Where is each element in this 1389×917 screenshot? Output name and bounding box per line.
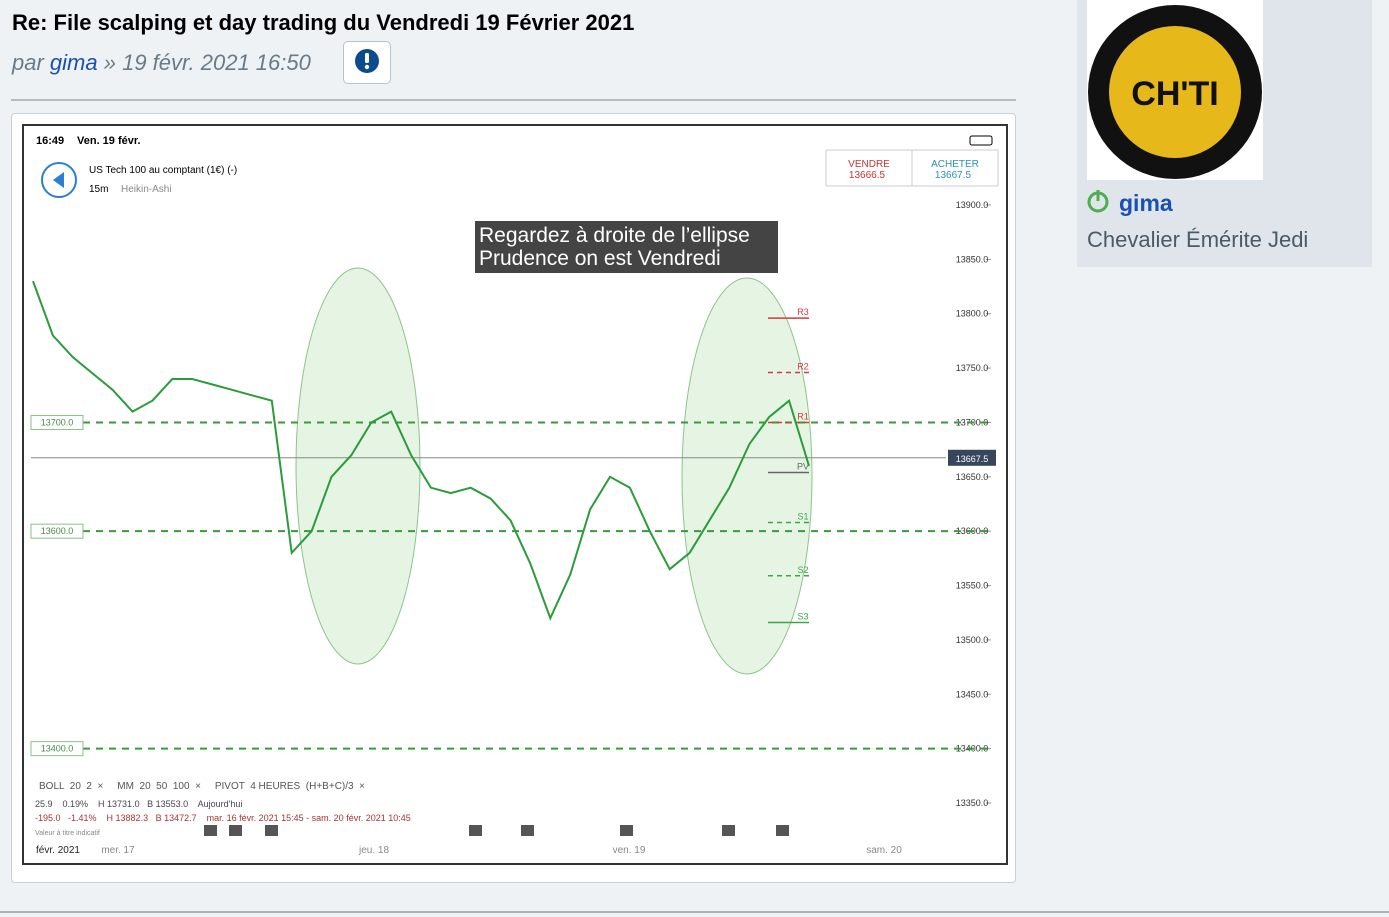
buy-price: 13667.5 [935,170,972,181]
level-label: 13400.0 [41,744,74,754]
chart-screenshot: 16:49 Ven. 19 févr. US Tech 100 au compt… [22,124,1008,865]
buy-box[interactable] [911,149,999,187]
avatar-area: CH'TI [1087,0,1263,213]
y-tick-label: 13350.0 [956,798,989,808]
byline: par gima » 19 févr. 2021 16:50 [12,50,311,76]
screenshot-border [22,124,1008,865]
username[interactable]: gima [1119,190,1173,216]
report-button[interactable] [343,41,391,84]
x-label: sam. 20 [866,845,902,856]
level-box [30,741,84,757]
separator [11,99,1016,101]
pivot-label: S1 [797,511,808,521]
status-time: 16:49 [36,135,64,147]
y-tick-label: 13500.0 [956,635,989,645]
post-date: » 19 févr. 2021 16:50 [103,50,311,75]
price-line [32,280,810,621]
report-icon [355,49,379,73]
level-label: 13600.0 [41,526,74,536]
stats-row: 25.9 0.19% H 13731.0 B 13553.0 Aujourd'h… [35,799,242,809]
post-title: Re: File scalping et day trading du Vend… [12,10,635,35]
x-label: jeu. 18 [358,845,389,856]
sell-price: 13666.5 [849,170,886,181]
x-label: mer. 17 [101,845,135,856]
pivot-label: R2 [797,361,809,371]
pivot-label: S2 [797,565,808,575]
y-tick-label: 13850.0 [956,254,989,264]
status-date: Ven. 19 févr. [77,135,141,147]
y-tick-label: 13800.0 [956,309,989,319]
current-price-box [948,449,996,466]
author-link[interactable]: gima [49,50,98,75]
battery [969,135,993,146]
pivot-label: R1 [797,411,809,421]
current-price-label: 13667.5 [956,454,989,464]
ellipse [681,277,813,675]
indicators: BOLL 20 2 × MM 20 50 100 × PIVOT 4 HEURE… [39,781,365,792]
pivot-label: S3 [797,612,808,622]
annotation-box [475,221,778,273]
annotation: Regardez à droite de l’ellipse [479,224,750,247]
y-tick-label: 13900.0 [956,200,989,210]
x-label: févr. 2021 [36,845,80,856]
x-label: ven. 19 [613,845,646,856]
logo-text: CH'TI [1131,75,1218,113]
back-arrow [53,172,64,188]
sell-label: VENDRE [848,159,890,170]
ellipse [295,267,421,665]
annotation: Prudence on est Vendredi [479,247,721,270]
buy-label: ACHETER [931,159,979,170]
pivot-label: R3 [797,307,809,317]
y-tick-label: 13550.0 [956,581,989,591]
y-tick-label: 13450.0 [956,689,989,699]
level-label: 13700.0 [41,417,74,427]
by: par [12,50,44,75]
chart-style: Heikin-Ashi [121,184,172,195]
y-tick-label: 13750.0 [956,363,989,373]
user-rank: Chevalier Émérite Jedi [1087,227,1309,252]
sidebar: CH'TI [1077,0,1372,267]
level-box [30,414,84,430]
timeframe: 15m [89,184,108,195]
separator [0,911,1389,913]
level-box [30,523,84,539]
y-tick-label: 13650.0 [956,472,989,482]
image-frame: 16:49 Ven. 19 févr. US Tech 100 au compt… [11,113,1016,883]
calendar-icons [204,825,789,836]
logo-center [1109,26,1241,158]
instrument: US Tech 100 au comptant (1€) (-) [89,165,237,176]
note: Valeur à titre indicatif [35,830,100,837]
stats-row: -195.0 -1.41% H 13882.3 B 13472.7 mar. 1… [35,813,411,823]
pivot-label: PV [797,461,809,471]
